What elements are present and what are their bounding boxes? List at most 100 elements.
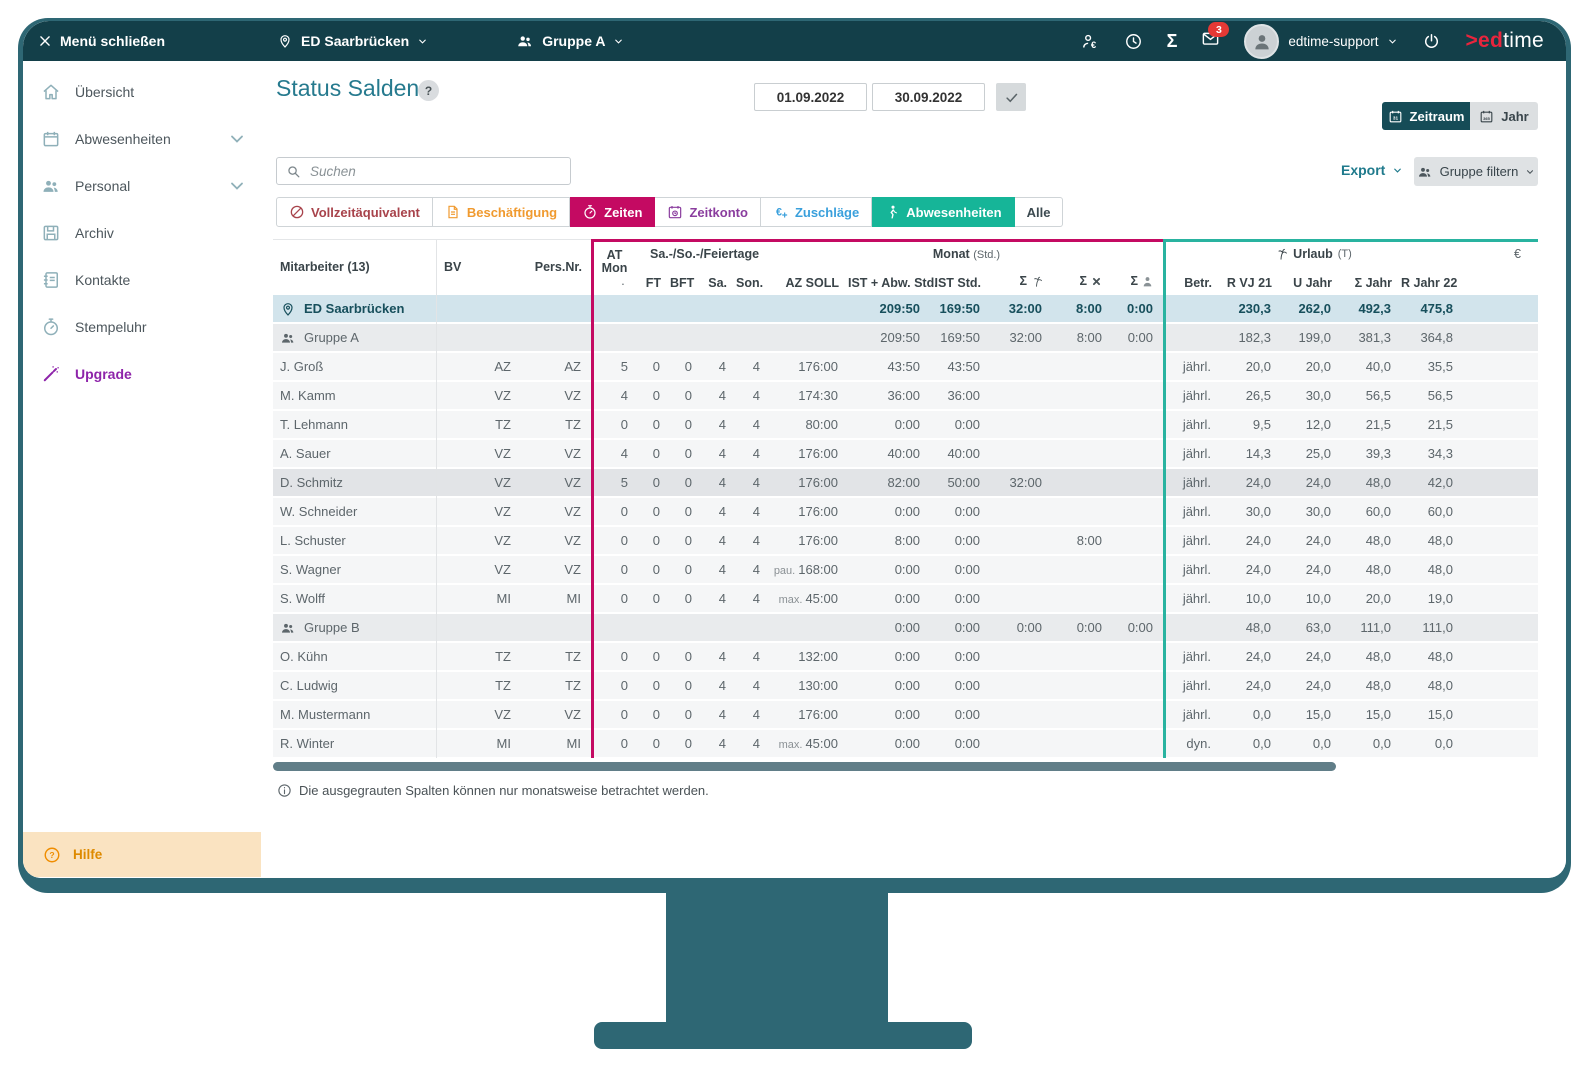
cell-son: 4 xyxy=(752,446,760,461)
sidebar-item-hilfe[interactable]: ? Hilfe xyxy=(23,832,261,877)
cell-az: 176:00 xyxy=(798,475,838,490)
group-icon xyxy=(280,620,296,636)
filter-besch-ftigung[interactable]: Beschäftigung xyxy=(432,197,571,227)
table-row-gruppe-b[interactable]: Gruppe B 0:00 0:00 0:00 0:00 0:00 48,0 63,0 111,… xyxy=(273,614,1538,641)
cell-ia: 0:00 xyxy=(894,649,920,664)
col-header-betr: Betr. xyxy=(1184,276,1212,290)
table-row-m-kamm[interactable]: M. Kamm VZ VZ 4 0 0 4 4 174:30 36:00 36:00 jährl. 26… xyxy=(273,382,1538,409)
export-button[interactable]: Export xyxy=(1341,162,1403,178)
row-name: R. Winter xyxy=(280,736,335,751)
cell-bv: TZ xyxy=(565,649,581,664)
sigma-icon[interactable]: Σ xyxy=(1166,30,1178,51)
sidebar-item--bersicht[interactable]: Übersicht xyxy=(23,68,261,115)
cell-atmon: 4 xyxy=(620,446,628,461)
table-row-r-winter[interactable]: R. Winter MI MI 0 0 0 4 4 max. 45:00 0:00 0:00 dyn. 0… xyxy=(273,730,1538,757)
clock-icon[interactable] xyxy=(1124,32,1143,51)
mail-button[interactable]: 3 xyxy=(1201,22,1230,53)
filter-label: Zeitkonto xyxy=(689,204,748,220)
table-row-d-schmitz[interactable]: D. Schmitz VZ VZ 5 0 0 4 4 176:00 82:00 50:00 32:00… xyxy=(273,469,1538,496)
col-header-persnr: Pers.Nr. xyxy=(534,260,582,274)
menu-close-button[interactable]: Menü schließen xyxy=(38,33,165,49)
cell-sa: 4 xyxy=(718,359,726,374)
cell-c3: 60,0 xyxy=(1365,504,1391,519)
search-box[interactable] xyxy=(276,157,571,185)
table-row-j-gro-[interactable]: J. Groß AZ AZ 5 0 0 4 4 176:00 43:50 43:50 jährl. 20… xyxy=(273,353,1538,380)
power-icon[interactable] xyxy=(1422,32,1441,51)
cell-bv: MI xyxy=(566,591,581,606)
cell-bv: MI xyxy=(566,736,581,751)
group-header-feiertage: Sa.-/So.-/Feiertage xyxy=(650,247,760,261)
search-input[interactable] xyxy=(308,162,561,180)
cell-bv: MI xyxy=(496,591,511,606)
table-row-s-wolff[interactable]: S. Wolff MI MI 0 0 0 4 4 max. 45:00 0:00 0:00 jährl.… xyxy=(273,585,1538,612)
row-name-cell: M. Kamm xyxy=(273,388,436,403)
table-row-w-schneider[interactable]: W. Schneider VZ VZ 0 0 0 4 4 176:00 0:00 0:00 jährl… xyxy=(273,498,1538,525)
cell-ia: 0:00 xyxy=(894,620,920,635)
cell-ist: 0:00 xyxy=(954,417,980,432)
cell-c2: 20,0 xyxy=(1305,359,1331,374)
table-row-s-wagner[interactable]: S. Wagner VZ VZ 0 0 0 4 4 pau. 168:00 0:00 0:00 jähr… xyxy=(273,556,1538,583)
col-header-rvj21: R VJ 21 xyxy=(1226,276,1272,290)
group-selector[interactable]: Gruppe A xyxy=(516,32,624,50)
date-from-input[interactable] xyxy=(754,83,867,111)
cell-c2: 30,0 xyxy=(1305,388,1331,403)
cell-son: 4 xyxy=(752,562,760,577)
cell-c4: 35,5 xyxy=(1427,359,1453,374)
jahr-button[interactable]: 365 Jahr xyxy=(1470,102,1538,130)
filter-buttons: Vollzeitäquivalent Beschäftigung Zeiten Zei… xyxy=(276,197,1064,227)
apply-dates-button[interactable] xyxy=(996,83,1026,111)
cell-ia: 209:50 xyxy=(879,301,920,316)
row-name-cell: R. Winter xyxy=(273,736,436,751)
table-row-c-ludwig[interactable]: C. Ludwig TZ TZ 0 0 0 4 4 130:00 0:00 0:00 jährl. 24… xyxy=(273,672,1538,699)
sidebar-item-stempeluhr[interactable]: Stempeluhr xyxy=(23,303,261,350)
cell-c3: 15,0 xyxy=(1365,707,1391,722)
cell-atmon: 0 xyxy=(620,591,628,606)
cell-bv: VZ xyxy=(494,475,511,490)
pin-icon xyxy=(277,33,293,49)
table-row-gruppe-a[interactable]: Gruppe A 209:50 169:50 32:00 8:00 0:00 182,3 19… xyxy=(273,324,1538,351)
cell-atmon: 0 xyxy=(620,649,628,664)
sidebar-item-archiv[interactable]: Archiv xyxy=(23,209,261,256)
sidebar-item-abwesenheiten[interactable]: Abwesenheiten xyxy=(23,115,261,162)
gruppe-filtern-button[interactable]: Gruppe filtern xyxy=(1414,157,1538,186)
filter-abwesenheiten[interactable]: Abwesenheiten xyxy=(872,197,1015,227)
sidebar-item-kontakte[interactable]: Kontakte xyxy=(23,256,261,303)
zeitraum-label: Zeitraum xyxy=(1409,108,1465,124)
user-menu[interactable]: edtime-support xyxy=(1244,23,1398,59)
table-row-a-sauer[interactable]: A. Sauer VZ VZ 4 0 0 4 4 176:00 40:00 40:00 jährl. 1… xyxy=(273,440,1538,467)
table-row-t-lehmann[interactable]: T. Lehmann TZ TZ 0 0 0 4 4 80:00 0:00 0:00 jährl. 9,… xyxy=(273,411,1538,438)
cell-s2: 8:00 xyxy=(1076,533,1102,548)
gruppe-filtern-label: Gruppe filtern xyxy=(1439,164,1519,179)
cell-bv: VZ xyxy=(494,562,511,577)
cell-c3: 48,0 xyxy=(1365,649,1391,664)
sidebar-item-upgrade[interactable]: Upgrade xyxy=(23,350,261,397)
date-to-input[interactable] xyxy=(872,83,985,111)
cell-c1: 24,0 xyxy=(1245,562,1271,577)
sidebar-item-personal[interactable]: Personal xyxy=(23,162,261,209)
row-name-cell: S. Wagner xyxy=(273,562,436,577)
filter-vollzeit-quivalent[interactable]: Vollzeitäquivalent xyxy=(276,197,433,227)
filter-zeiten[interactable]: Zeiten xyxy=(570,197,656,227)
cell-ia: 0:00 xyxy=(894,417,920,432)
location-selector[interactable]: ED Saarbrücken xyxy=(277,33,428,49)
table-row-o-k-hn[interactable]: O. Kühn TZ TZ 0 0 0 4 4 132:00 0:00 0:00 jährl. 24,0… xyxy=(273,643,1538,670)
filter-zeitkonto[interactable]: Zeitkonto xyxy=(655,197,761,227)
cell-c4: 48,0 xyxy=(1427,678,1453,693)
cell-atmon: 5 xyxy=(620,359,628,374)
table-row-l-schuster[interactable]: L. Schuster VZ VZ 0 0 0 4 4 176:00 8:00 0:00 8:00 jä… xyxy=(273,527,1538,554)
filter-alle[interactable]: Alle xyxy=(1014,197,1064,227)
help-badge[interactable]: ? xyxy=(418,80,439,101)
horizontal-scrollbar[interactable] xyxy=(273,762,1336,771)
row-name: M. Kamm xyxy=(280,388,336,403)
filter-zuschl-ge[interactable]: € Zuschläge xyxy=(760,197,873,227)
person-euro-icon[interactable]: € xyxy=(1081,32,1100,51)
zeitraum-button[interactable]: 31 Zeitraum xyxy=(1382,102,1470,130)
cell-ist: 40:00 xyxy=(947,446,980,461)
group-icon xyxy=(516,32,534,50)
cell-atmon: 0 xyxy=(620,736,628,751)
monitor-stand-neck xyxy=(666,890,888,1035)
table-row-ed-saarbr-cken[interactable]: ED Saarbrücken 209:50 169:50 32:00 8:00 0:00 2… xyxy=(273,295,1538,322)
table-row-m-mustermann[interactable]: M. Mustermann VZ VZ 0 0 0 4 4 176:00 0:00 0:00 jähr… xyxy=(273,701,1538,728)
cell-bft: 0 xyxy=(684,417,692,432)
row-name-cell: W. Schneider xyxy=(273,504,436,519)
